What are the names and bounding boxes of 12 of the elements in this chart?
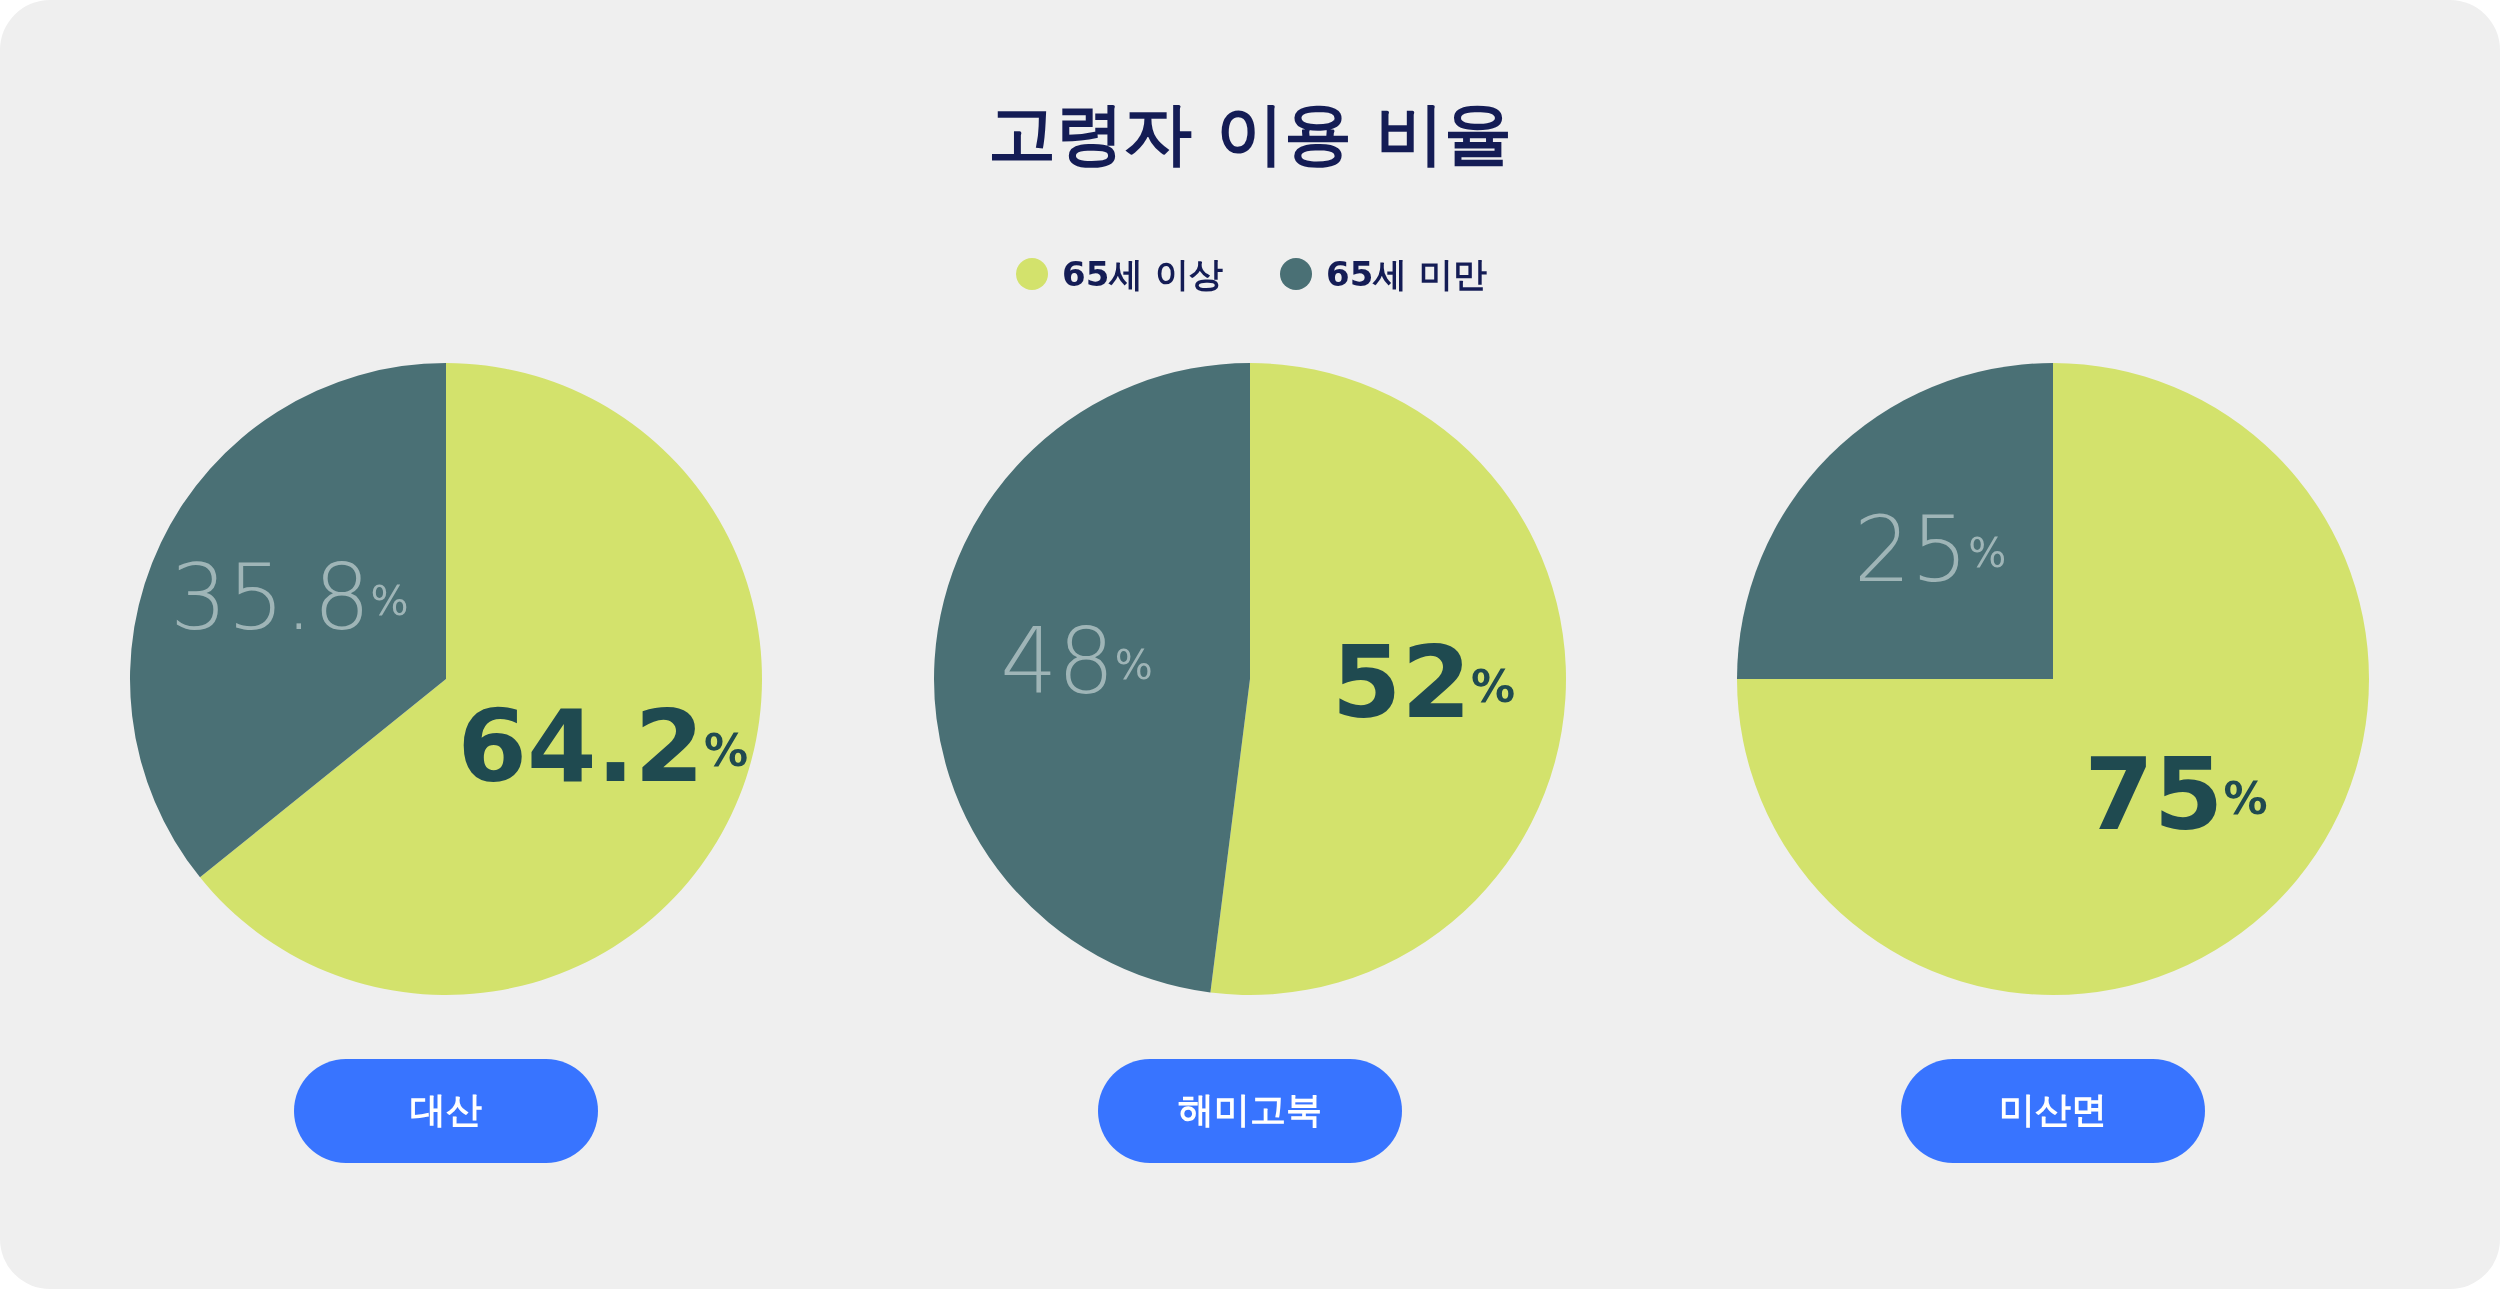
- data-label: 48%: [1000, 609, 1153, 715]
- data-label: 52%: [1331, 624, 1516, 742]
- text: 대산: [410, 1089, 482, 1130]
- text: 미산면: [1999, 1089, 2107, 1130]
- data-label: 64.2%: [457, 688, 749, 806]
- data-label: 35.8%: [170, 545, 409, 651]
- legend-label: 65세 이상: [1062, 253, 1224, 294]
- text: 해미고북: [1178, 1089, 1322, 1130]
- legend-label: 65세 미만: [1326, 253, 1488, 294]
- data-label: 25%: [1853, 497, 2007, 603]
- data-label: 75%: [2084, 736, 2268, 854]
- chart-title: 고령자 이용 비율: [988, 93, 1512, 173]
